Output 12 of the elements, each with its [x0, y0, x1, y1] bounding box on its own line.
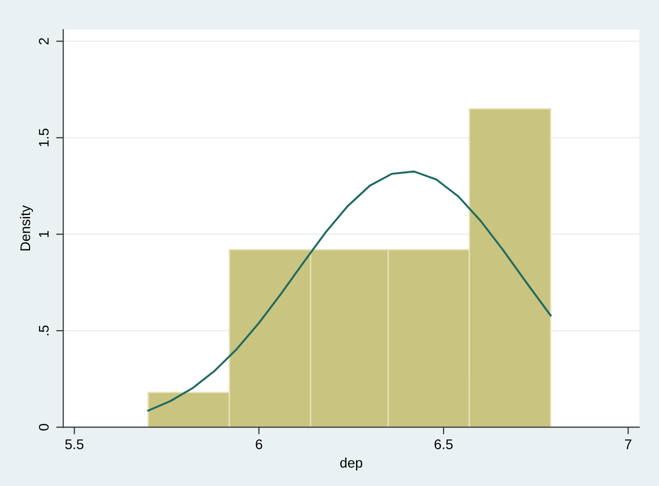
- y-tick-label: 0: [38, 424, 49, 431]
- y-tick-label: 1: [39, 231, 49, 238]
- line-series: [147, 170, 552, 412]
- x-axis-title: dep: [340, 458, 362, 470]
- x-tick-label: 6.5: [434, 439, 453, 450]
- y-tick-label: 2: [38, 38, 49, 44]
- x-tick-label: 7: [625, 440, 632, 450]
- y-tick-label: .5: [39, 325, 49, 336]
- x-tick-label: 5.5: [65, 440, 84, 450]
- x-tick-label: 6: [256, 439, 262, 450]
- y-axis-title: Density: [20, 205, 33, 250]
- y-tick-label: 1.5: [39, 128, 49, 146]
